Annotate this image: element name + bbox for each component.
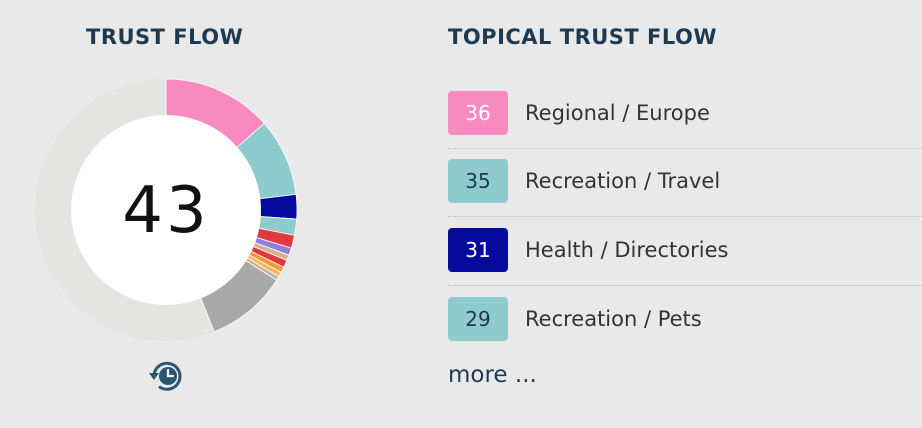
more-link[interactable]: more ...	[448, 362, 537, 388]
topic-label: Recreation / Travel	[525, 169, 721, 194]
topic-row-regional-europe[interactable]: 36 Regional / Europe	[448, 80, 922, 149]
history-clock-icon	[149, 361, 182, 391]
topic-score-badge: 29	[448, 296, 508, 341]
topic-row-health-directories[interactable]: 31 Health / Directories	[448, 217, 922, 286]
history-button[interactable]	[148, 358, 186, 394]
trust-flow-score: 43	[122, 174, 210, 248]
donut-center	[71, 115, 261, 305]
topic-row-recreation-pets[interactable]: 29 Recreation / Pets	[448, 286, 922, 355]
topical-trust-flow-title: TOPICAL TRUST FLOW	[448, 25, 718, 49]
topic-label: Recreation / Pets	[525, 306, 702, 331]
topic-score-badge: 36	[448, 90, 508, 135]
topic-label: Regional / Europe	[525, 100, 710, 125]
topic-label: Health / Directories	[525, 237, 729, 262]
topic-row-recreation-travel[interactable]: 35 Recreation / Travel	[448, 149, 922, 217]
topic-score-badge: 35	[448, 159, 508, 204]
topic-score-badge: 31	[448, 227, 508, 272]
trust-flow-donut-chart	[35, 78, 298, 341]
trust-flow-donut: 43	[30, 74, 302, 346]
trust-flow-title: TRUST FLOW	[86, 25, 244, 49]
topic-list: 36 Regional / Europe 35 Recreation / Tra…	[448, 80, 922, 354]
